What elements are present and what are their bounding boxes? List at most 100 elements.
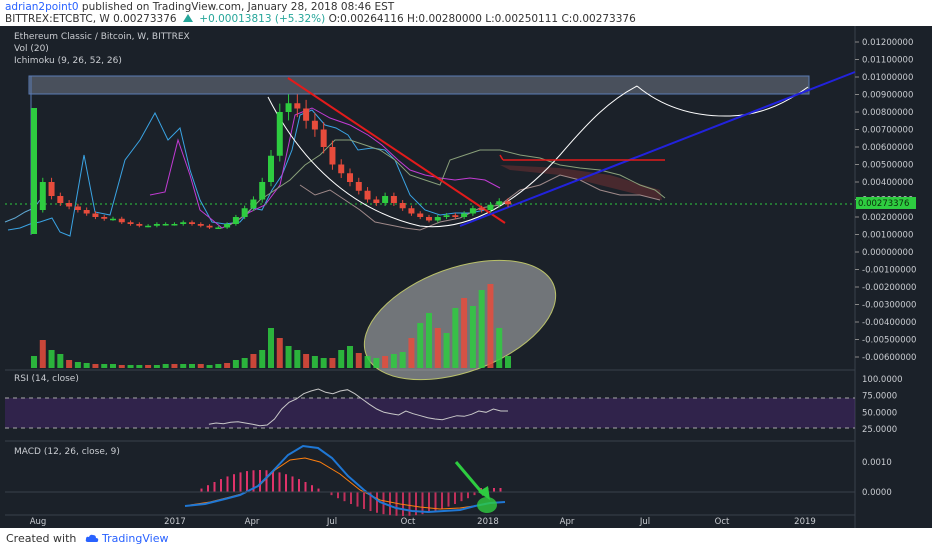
candle-body <box>478 208 485 210</box>
volume-bar <box>110 364 116 368</box>
volume-bar <box>250 354 257 368</box>
macd-histogram <box>200 470 502 516</box>
volume-bars <box>31 284 511 368</box>
volume-highlight-ellipse <box>363 259 557 381</box>
candle-body <box>259 182 266 200</box>
candle-body <box>434 217 441 221</box>
candle-body <box>382 196 389 203</box>
price-tick-label: -0.00400000 <box>862 318 916 328</box>
volume-bar <box>189 364 195 368</box>
rsi-tick-label: 25.0000 <box>862 425 897 435</box>
time-tick-label: 2019 <box>794 517 816 527</box>
header-bar: adrian2point0 published on TradingView.c… <box>0 0 932 26</box>
candle-body <box>505 201 511 205</box>
volume-bar <box>162 364 169 368</box>
publish-info: published on TradingView.com, January 28… <box>81 1 395 13</box>
volume-bar <box>268 328 274 368</box>
volume-bar <box>443 333 450 368</box>
close-value: C:0.00273376 <box>561 13 636 25</box>
ichimoku-base-line <box>149 107 501 229</box>
price-tag-text: 0.00273376 <box>858 199 909 209</box>
macd-tick-label: 0.0000 <box>862 488 892 498</box>
candle-body <box>171 224 178 226</box>
tradingview-cloud-icon <box>85 534 99 542</box>
price-change: +0.00013813 (+5.32%) <box>199 13 326 25</box>
price-axis-ticks: 0.01200000 0.01100000 0.01000000 0.00900000… <box>855 38 916 498</box>
time-tick-label: Apr <box>245 517 260 527</box>
volume-bar <box>426 313 432 368</box>
volume-bar <box>461 298 468 368</box>
volume-bar <box>241 358 248 368</box>
candle-body <box>162 224 169 226</box>
volume-bar <box>171 364 178 368</box>
price-tick-label: 0.00200000 <box>862 213 913 223</box>
footer: Created with TradingView <box>0 528 932 550</box>
price-tick-label: 0.00100000 <box>862 231 913 241</box>
candle-body <box>31 108 37 234</box>
candle-body <box>110 218 116 221</box>
candle-body <box>364 190 371 200</box>
candle-body <box>399 203 406 209</box>
candle-body <box>180 222 187 224</box>
high-value: H:0.00280000 <box>407 13 482 25</box>
volume-bar <box>215 364 222 368</box>
tradingview-brand[interactable]: TradingView <box>102 532 169 545</box>
volume-bar <box>83 363 90 368</box>
macd-tick-label: 0.0010 <box>862 458 892 468</box>
open-value: O:0.00264116 <box>328 13 404 25</box>
time-axis-ticks: Aug 2017 Apr Jul Oct 2018 Apr Jul Oct 2019 <box>30 517 816 527</box>
rsi-tick-label: 50.0000 <box>862 408 897 418</box>
volume-bar <box>57 354 64 368</box>
candle-body <box>215 227 222 229</box>
ohlc-line: BITTREX:ETCBTC, W 0.00273376 +0.00013813… <box>5 13 636 25</box>
volume-bar <box>338 350 345 368</box>
price-chart[interactable]: 0.01200000 0.01100000 0.01000000 0.00900000… <box>0 26 932 528</box>
volume-bar <box>74 362 81 368</box>
candle-body <box>66 203 73 207</box>
time-tick-label: 2017 <box>164 517 186 527</box>
candle-body <box>241 208 248 217</box>
volume-bar <box>478 290 485 368</box>
volume-bar <box>101 364 108 368</box>
macd-label: MACD (12, 26, close, 9) <box>14 447 120 457</box>
rsi-line <box>208 388 508 427</box>
volume-bar <box>276 338 283 368</box>
last-price: 0.00273376 <box>113 13 177 25</box>
candle-body <box>232 217 239 224</box>
created-with-text: Created with <box>6 532 77 545</box>
candle-body <box>285 103 292 112</box>
rsi-band <box>5 398 855 428</box>
volume-bar <box>206 365 213 368</box>
downtrend-line <box>287 77 506 224</box>
volume-bar <box>127 365 134 368</box>
rsi-tick-label: 100.0000 <box>862 375 903 385</box>
rsi-label: RSI (14, close) <box>14 374 79 384</box>
volume-bar <box>496 328 503 368</box>
candles <box>31 94 511 234</box>
candle-body <box>320 129 327 147</box>
volume-bar <box>408 338 415 368</box>
rsi-tick-label: 75.0000 <box>862 392 897 402</box>
price-tick-label: 0.00000000 <box>862 248 913 258</box>
price-tick-label: -0.00600000 <box>862 353 916 363</box>
candle-body <box>443 215 450 217</box>
time-tick-label: Oct <box>715 517 730 527</box>
time-tick-label: Aug <box>30 517 47 527</box>
cloud-top-marker <box>499 154 504 161</box>
candle-body <box>329 147 336 165</box>
author-link[interactable]: adrian2point0 <box>5 1 79 13</box>
main-pane-title: Ethereum Classic / Bitcoin, W, BITTREX <box>14 32 190 42</box>
volume-bar <box>92 364 99 368</box>
ichimoku-cloud <box>500 165 662 200</box>
candle-body <box>338 164 345 174</box>
price-tick-label: -0.00500000 <box>862 336 916 346</box>
volume-bar <box>320 358 327 368</box>
candle-body <box>127 222 134 224</box>
resistance-box <box>28 75 810 95</box>
cup-curve <box>267 85 638 228</box>
volume-bar <box>48 350 55 368</box>
candle-body <box>373 199 380 203</box>
candle-body <box>83 210 90 214</box>
candle-body <box>390 196 397 203</box>
macd-cross-circle <box>477 497 497 513</box>
